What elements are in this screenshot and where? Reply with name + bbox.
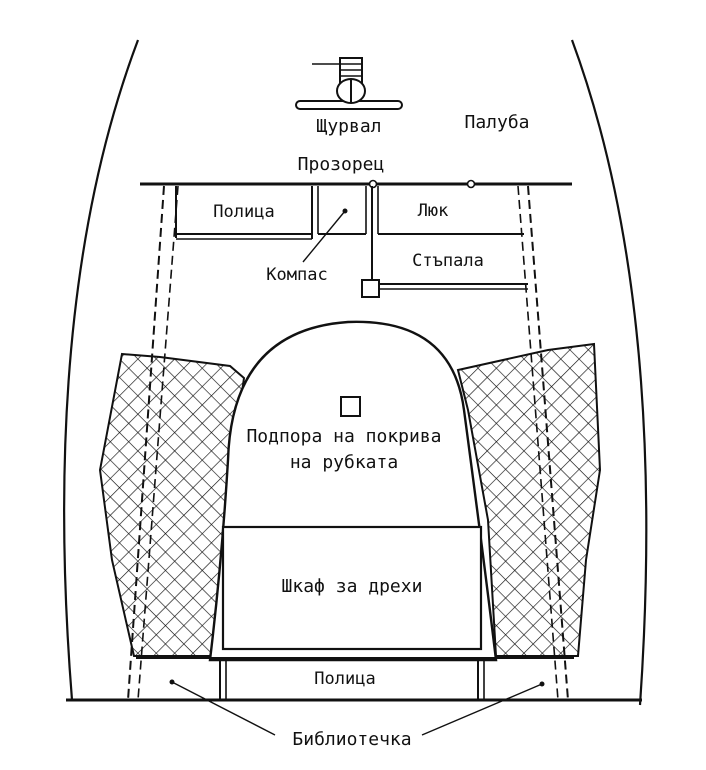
bookcase-label: Библиотечка <box>292 729 411 750</box>
roof-support-label-line1: Подпора на покрива <box>246 426 441 447</box>
compass-area <box>302 186 367 263</box>
bookcase-pointers <box>169 679 545 736</box>
bottom-shelf-label: Полица <box>314 669 375 689</box>
hull-right-curve <box>570 39 648 706</box>
steering-wheel-icon <box>295 57 403 110</box>
wheel-label: Щурвал <box>316 116 381 137</box>
compass-label: Компас <box>266 265 327 285</box>
hatch-frame <box>371 186 524 282</box>
window-label: Прозорец <box>298 154 385 175</box>
steps <box>361 279 528 298</box>
roof-support-post-icon <box>340 396 361 417</box>
hull-left-curve <box>63 39 140 701</box>
steps-label: Стъпала <box>412 251 484 271</box>
wardrobe-label: Шкаф за дрехи <box>282 576 423 597</box>
bottom-shelf <box>66 657 642 702</box>
wardrobe-box <box>221 525 483 651</box>
hatch-label: Люк <box>418 201 449 221</box>
bunk-right <box>456 342 602 657</box>
roof-support-label-line2: на рубката <box>290 452 398 473</box>
top-shelf <box>175 186 319 240</box>
top-shelf-label: Полица <box>213 202 274 222</box>
deck-label: Палуба <box>464 112 529 133</box>
